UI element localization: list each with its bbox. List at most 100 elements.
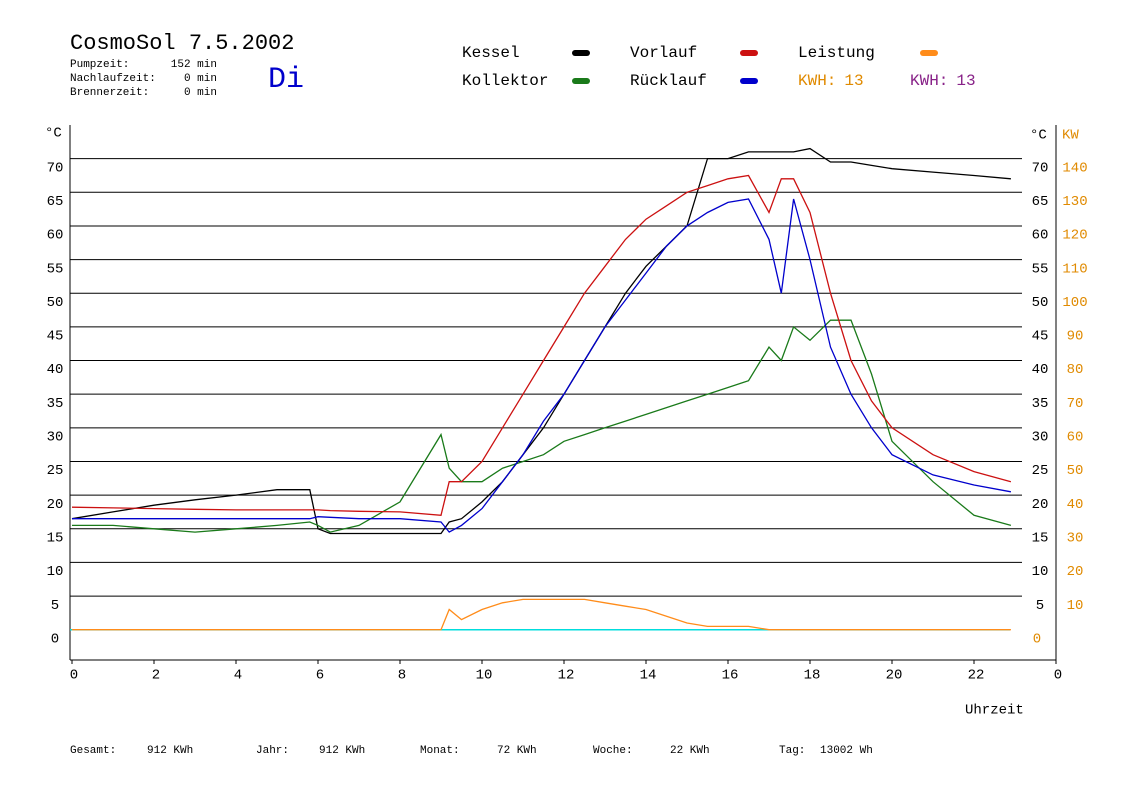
total-label: Jahr: xyxy=(256,745,289,757)
kwh-label: KWH: xyxy=(910,72,948,90)
total-value: 72 KWh xyxy=(497,745,537,757)
x-axis-label: Uhrzeit xyxy=(965,703,1024,719)
legend-label: Rücklauf xyxy=(630,72,707,90)
y2-tick-label: 0 xyxy=(1033,631,1041,647)
total-value: 912 KWh xyxy=(319,745,365,757)
legend-label: Kollektor xyxy=(462,72,548,90)
series-line xyxy=(72,198,1012,533)
y2-tick-label: 120 xyxy=(1062,228,1087,244)
kwh-label: KWH: xyxy=(798,72,836,90)
y-tick-label-right: 10 xyxy=(1032,564,1049,580)
legend-swatch xyxy=(920,50,938,56)
y-tick-label-right: 15 xyxy=(1032,530,1049,546)
y-tick-label-right: 55 xyxy=(1032,261,1049,277)
legend-swatch xyxy=(740,78,758,84)
x-tick-label: 18 xyxy=(804,668,821,684)
x-tick-label: 20 xyxy=(886,668,903,684)
stat-value: 0 min xyxy=(184,73,217,85)
y-tick-label: 70 xyxy=(47,160,64,176)
total-value: 22 KWh xyxy=(670,745,710,757)
y-tick-label: 65 xyxy=(47,194,64,210)
y-tick-label-right: 45 xyxy=(1032,329,1049,345)
y-tick-label: 60 xyxy=(47,228,64,244)
legend-swatch xyxy=(572,78,590,84)
series-line xyxy=(71,174,1012,516)
legend-swatch xyxy=(572,50,590,56)
y-tick-label: 30 xyxy=(47,430,64,446)
y-tick-label-right: 70 xyxy=(1032,160,1049,176)
kwh-total: KWH: 13 xyxy=(798,72,864,90)
y-tick-label: 5 xyxy=(51,598,59,614)
x-tick-label: 22 xyxy=(968,668,985,684)
y2-tick-label: 50 xyxy=(1067,463,1084,479)
y2-axis-label: KW xyxy=(1062,128,1079,144)
stat-value: 0 min xyxy=(184,87,217,99)
y2-tick-label: 80 xyxy=(1067,362,1084,378)
stat-label: Pumpzeit: xyxy=(70,59,129,71)
total-label: Monat: xyxy=(420,745,460,757)
x-tick-label: 4 xyxy=(234,668,242,684)
series-line xyxy=(72,319,1012,533)
y-tick-label-right: 25 xyxy=(1032,463,1049,479)
y-tick-label: 20 xyxy=(47,497,64,513)
stat-value: 152 min xyxy=(171,59,217,71)
y2-tick-label: 100 xyxy=(1062,295,1087,311)
y-tick-label: 45 xyxy=(47,329,64,345)
x-tick-label: 14 xyxy=(640,668,657,684)
y-tick-label-right: 65 xyxy=(1032,194,1049,210)
kwh-total: KWH: 13 xyxy=(910,72,976,90)
y2-tick-label: 140 xyxy=(1062,160,1087,176)
y2-tick-label: 70 xyxy=(1067,396,1084,412)
y-tick-label: 35 xyxy=(47,396,64,412)
series-line xyxy=(71,147,1011,535)
y-tick-label-right: 60 xyxy=(1032,228,1049,244)
x-tick-label: 6 xyxy=(316,668,324,684)
y2-tick-label: 90 xyxy=(1067,329,1084,345)
legend-label: Kessel xyxy=(462,44,520,62)
x-tick-label: 8 xyxy=(398,668,406,684)
y-tick-label: 10 xyxy=(47,564,64,580)
stat-label: Brennerzeit: xyxy=(70,87,149,99)
y-tick-label: 0 xyxy=(51,631,59,647)
x-tick-label: 16 xyxy=(722,668,739,684)
y-tick-label-right: 5 xyxy=(1036,598,1044,614)
total-label: Woche: xyxy=(593,745,633,757)
x-tick-label: 2 xyxy=(152,668,160,684)
kwh-value: 13 xyxy=(844,72,863,90)
y-tick-label-right: 30 xyxy=(1032,430,1049,446)
kwh-value: 13 xyxy=(956,72,975,90)
y-tick-label: 25 xyxy=(47,463,64,479)
total-label: Gesamt: xyxy=(70,745,116,757)
y-axis-label: °C xyxy=(45,126,62,142)
y-tick-label: 15 xyxy=(47,530,64,546)
y2-tick-label: 130 xyxy=(1062,194,1087,210)
y-tick-label-right: 20 xyxy=(1032,497,1049,513)
y-tick-label: 55 xyxy=(47,261,64,277)
legend-swatch xyxy=(740,50,758,56)
weekday: Di xyxy=(268,63,304,97)
y2-tick-label: 30 xyxy=(1067,530,1084,546)
y-tick-label-right: 50 xyxy=(1032,295,1049,311)
y-tick-label: 50 xyxy=(47,295,64,311)
y2-tick-label: 10 xyxy=(1067,598,1084,614)
x-tick-label: 10 xyxy=(476,668,493,684)
total-label: Tag: xyxy=(779,745,805,757)
series-line xyxy=(72,598,1011,631)
legend-label: Leistung xyxy=(798,44,875,62)
y-tick-label: 40 xyxy=(47,362,64,378)
stat-label: Nachlaufzeit: xyxy=(70,73,156,85)
y-tick-label-right: 40 xyxy=(1032,362,1049,378)
legend-label: Vorlauf xyxy=(630,44,697,62)
x-tick-label: 0 xyxy=(70,668,78,684)
y-axis-label-right: °C xyxy=(1030,128,1047,144)
y-tick-label-right: 35 xyxy=(1032,396,1049,412)
y2-tick-label: 40 xyxy=(1067,497,1084,513)
x-tick-label: 0 xyxy=(1054,668,1062,684)
total-value: 912 KWh xyxy=(147,745,193,757)
y2-tick-label: 20 xyxy=(1067,564,1084,580)
total-value: 13002 Wh xyxy=(820,745,873,757)
y2-tick-label: 60 xyxy=(1067,430,1084,446)
y2-tick-label: 110 xyxy=(1062,261,1087,277)
